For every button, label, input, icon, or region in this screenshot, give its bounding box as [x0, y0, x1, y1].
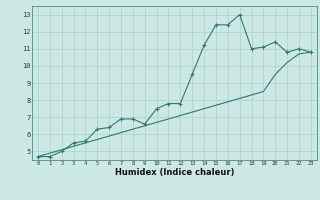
- X-axis label: Humidex (Indice chaleur): Humidex (Indice chaleur): [115, 168, 234, 177]
